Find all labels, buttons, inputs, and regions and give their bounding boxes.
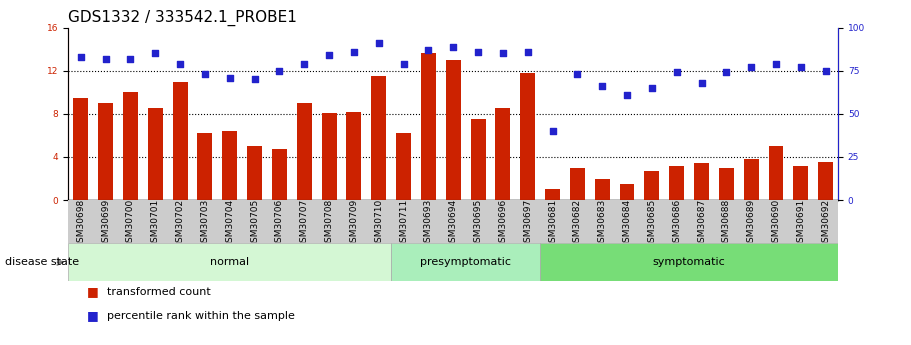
Point <box>471 49 486 55</box>
Text: disease state: disease state <box>5 257 78 267</box>
Bar <box>595 179 609 200</box>
Point <box>421 47 435 53</box>
Point <box>619 92 634 98</box>
Bar <box>322 113 336 200</box>
Point <box>148 51 162 56</box>
Point <box>719 70 733 75</box>
Bar <box>98 103 113 200</box>
Point <box>520 49 535 55</box>
Bar <box>670 166 684 200</box>
Point <box>372 40 386 46</box>
Bar <box>272 149 287 200</box>
Point <box>744 65 759 70</box>
Bar <box>496 108 510 200</box>
Bar <box>540 243 838 281</box>
Bar <box>471 119 486 200</box>
Bar <box>644 171 660 200</box>
Text: ■: ■ <box>87 309 98 322</box>
Point <box>123 56 138 61</box>
Point <box>247 77 261 82</box>
Text: normal: normal <box>210 257 250 267</box>
Bar <box>73 98 88 200</box>
Point <box>595 83 609 89</box>
Bar <box>198 133 212 200</box>
Bar <box>520 73 535 200</box>
Bar <box>694 164 709 200</box>
Text: symptomatic: symptomatic <box>653 257 725 267</box>
Bar <box>172 81 188 200</box>
Point <box>98 56 113 61</box>
Bar <box>570 168 585 200</box>
Bar <box>346 112 362 200</box>
Point <box>198 71 212 77</box>
Bar <box>247 146 262 200</box>
Point <box>272 68 287 73</box>
Point <box>793 65 808 70</box>
Point <box>546 128 560 134</box>
Point <box>694 80 709 86</box>
Bar <box>68 243 391 281</box>
Bar <box>297 103 312 200</box>
Bar <box>743 159 759 200</box>
Point <box>322 52 336 58</box>
Bar <box>372 76 386 200</box>
Point <box>818 68 833 73</box>
Point <box>496 51 510 56</box>
Text: transformed count: transformed count <box>107 287 210 296</box>
Bar <box>793 166 808 200</box>
Point <box>346 49 361 55</box>
Bar <box>123 92 138 200</box>
Bar <box>769 146 783 200</box>
Point <box>570 71 585 77</box>
Bar <box>818 162 834 200</box>
Text: GDS1332 / 333542.1_PROBE1: GDS1332 / 333542.1_PROBE1 <box>68 10 297 26</box>
Text: percentile rank within the sample: percentile rank within the sample <box>107 311 294 321</box>
Point <box>173 61 188 67</box>
Point <box>222 75 237 80</box>
Point <box>445 44 460 49</box>
Bar <box>619 184 634 200</box>
Bar <box>222 131 237 200</box>
Bar <box>545 189 560 200</box>
Point <box>396 61 411 67</box>
Bar <box>396 133 411 200</box>
Bar <box>391 243 540 281</box>
Text: ■: ■ <box>87 285 98 298</box>
Point <box>645 85 660 91</box>
Bar <box>445 60 461 200</box>
Point <box>297 61 312 67</box>
Point <box>74 54 88 60</box>
Bar <box>719 168 734 200</box>
Bar <box>148 108 163 200</box>
Point <box>769 61 783 67</box>
Point <box>670 70 684 75</box>
Bar <box>421 53 435 200</box>
Text: presymptomatic: presymptomatic <box>420 257 511 267</box>
